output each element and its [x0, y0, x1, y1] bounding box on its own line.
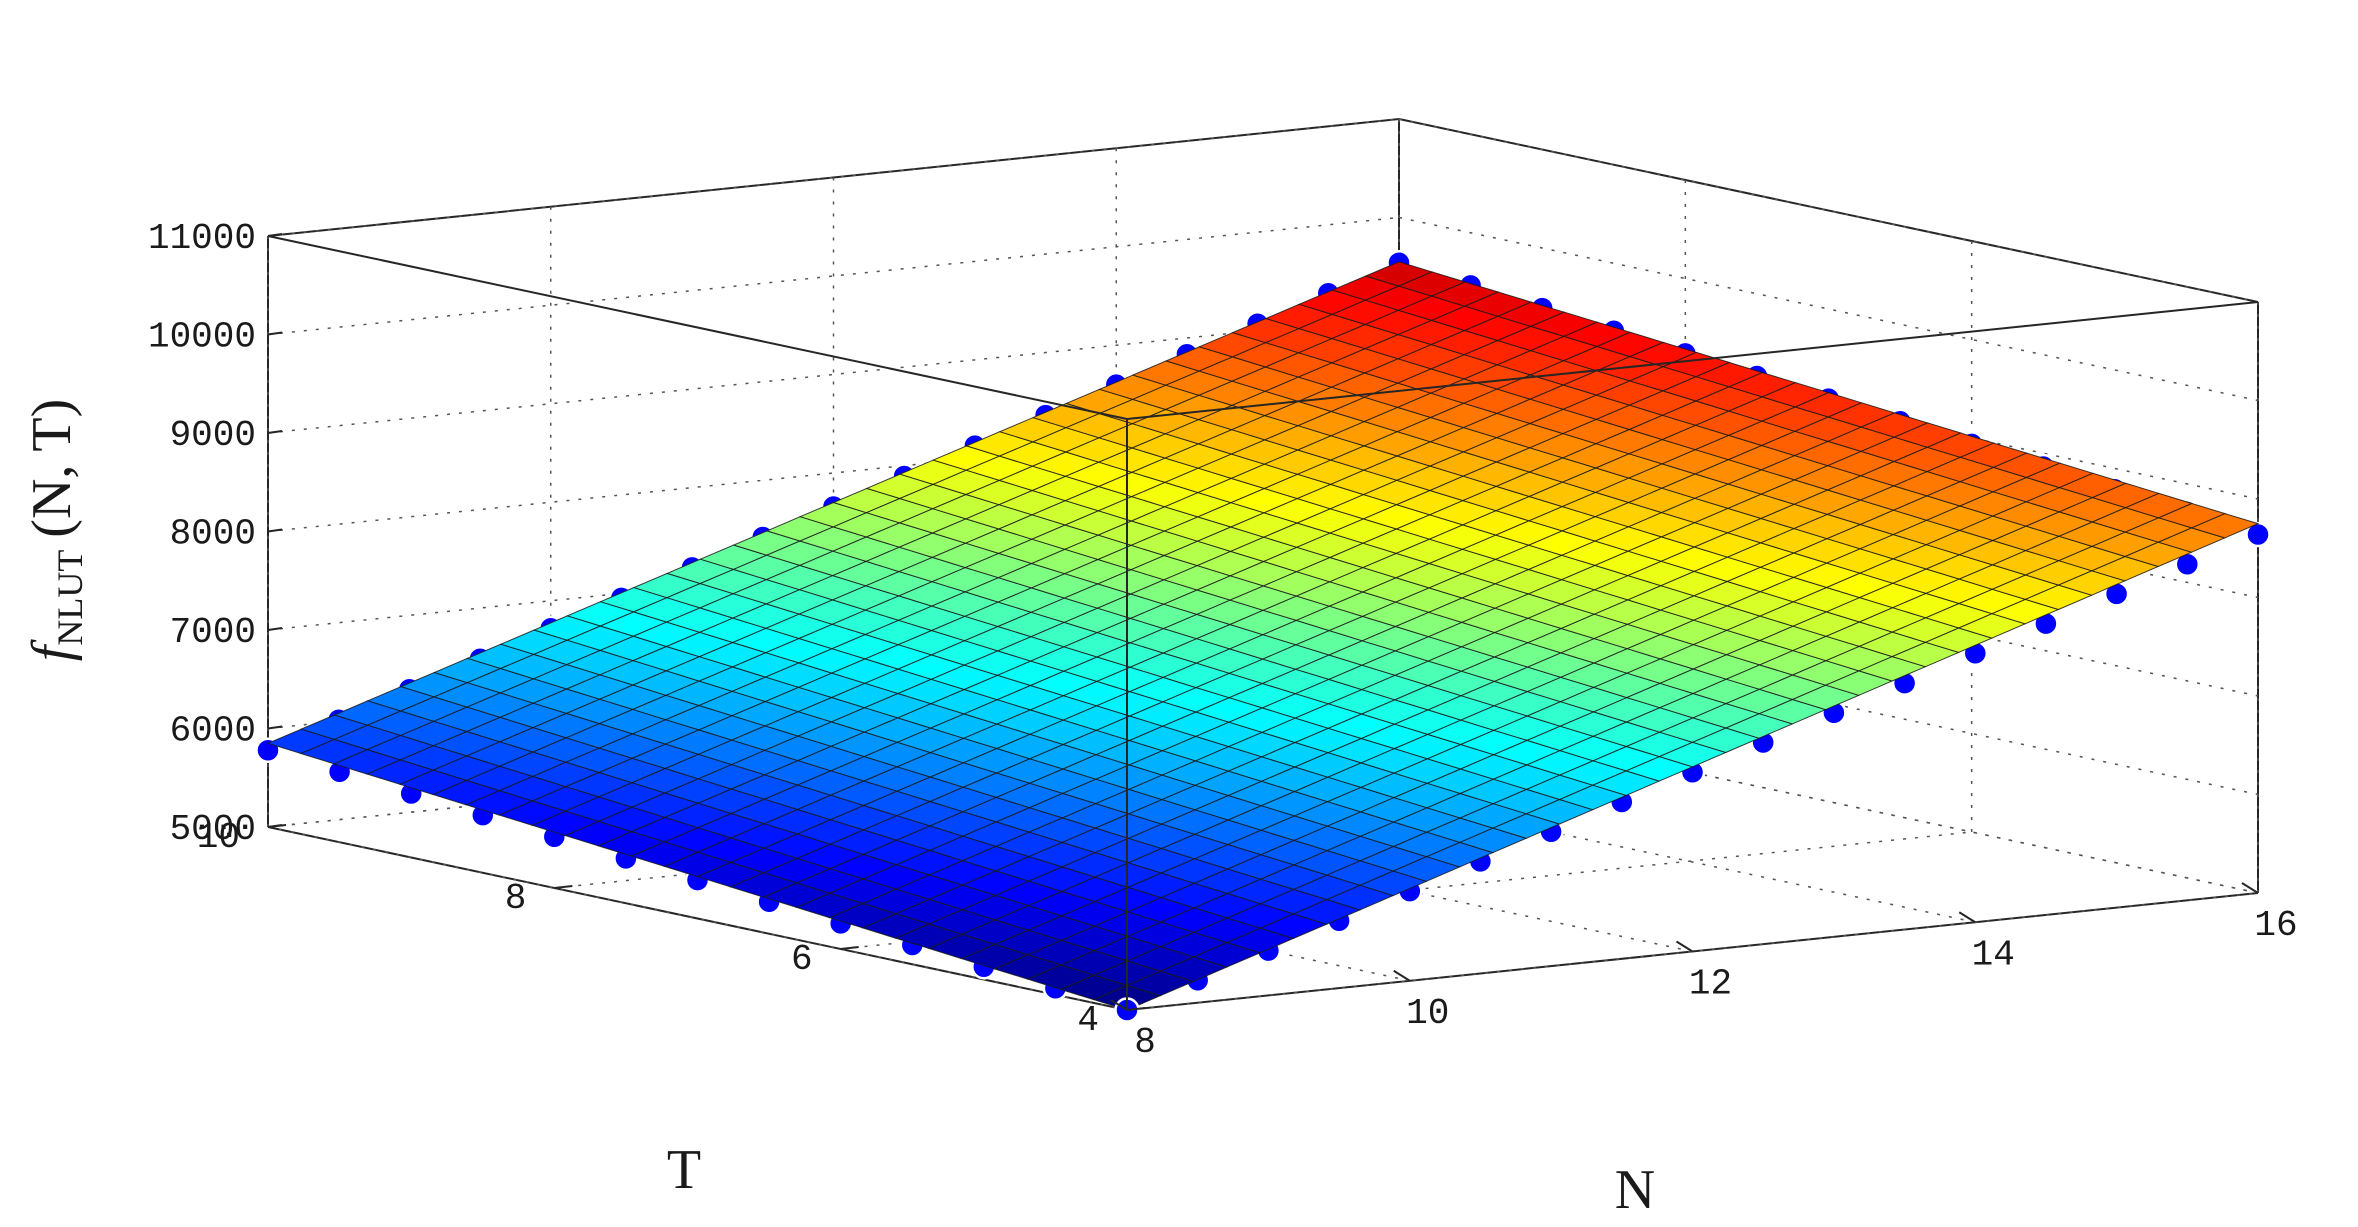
n-tick-mark — [1675, 940, 1694, 953]
n-tick-label: 14 — [1972, 934, 2015, 975]
grid-line — [1398, 118, 2259, 303]
box-edge — [267, 235, 1128, 420]
n-tick-label: 12 — [1689, 964, 1732, 1005]
tick-labels: 5000 6000 7000 8000 9000 10000 11000 4 6 8 10 8 10 12… — [148, 218, 2298, 1063]
z-label-sub: NLUT — [50, 550, 90, 646]
t-tick-label: 10 — [197, 817, 240, 858]
t-tick-label: 4 — [1077, 1000, 1099, 1041]
z-tick-mark — [267, 233, 283, 237]
t-tick-mark — [267, 824, 287, 828]
grid-line — [1116, 738, 1976, 923]
grid-line — [833, 767, 1693, 953]
z-axis-label: fNLUT(N, T) — [21, 399, 90, 661]
z-tick-mark — [267, 528, 283, 533]
axes-box-front — [267, 235, 2259, 1010]
z-tick-mark — [267, 725, 283, 730]
z-tick-label: 6000 — [170, 711, 256, 752]
surface-cell — [2190, 513, 2260, 539]
box-edge — [1126, 301, 2259, 420]
n-tick-mark — [2241, 882, 2259, 894]
z-label-args: (N, T) — [21, 399, 83, 538]
z-tick-label: 5000 — [170, 809, 256, 850]
z-tick-mark — [267, 430, 283, 434]
z-tick-label: 11000 — [148, 218, 256, 259]
z-tick-mark — [267, 627, 283, 631]
grid-line — [267, 826, 1128, 1011]
n-tick-mark — [1393, 969, 1411, 982]
n-tick-mark — [1958, 911, 1976, 924]
n-tick-label: 8 — [1134, 1022, 1156, 1063]
t-tick-mark — [1126, 1007, 1146, 1011]
z-tick-label: 9000 — [170, 415, 256, 456]
fitted-surface — [266, 261, 2260, 1011]
n-tick-label: 10 — [1406, 993, 1449, 1034]
t-tick-label: 8 — [505, 878, 527, 919]
grid-line — [1398, 709, 2259, 894]
n-tick-mark — [1110, 999, 1128, 1011]
n-tick-label: 16 — [2254, 905, 2297, 946]
y-axis-label: T — [667, 1139, 701, 1201]
z-tick-label: 10000 — [148, 317, 256, 358]
x-axis-label: N — [1615, 1159, 1655, 1221]
t-tick-mark — [840, 946, 859, 950]
z-tick-mark — [267, 331, 283, 336]
t-tick-label: 6 — [791, 939, 813, 980]
z-tick-label: 7000 — [170, 612, 256, 653]
grid-line — [1398, 216, 2259, 402]
z-tick-label: 8000 — [170, 514, 256, 555]
t-tick-mark — [554, 885, 573, 889]
data-point — [2245, 521, 2271, 548]
